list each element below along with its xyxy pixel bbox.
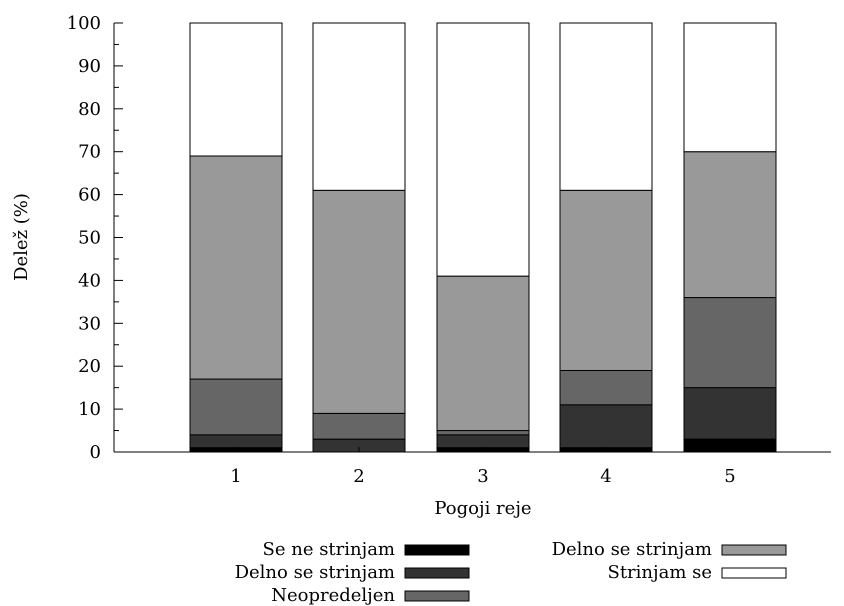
bar-segment-2-3 — [312, 412, 406, 440]
bar-segment-3-3 — [436, 430, 530, 436]
legend-swatch — [721, 544, 787, 556]
y-tick-label: 50 — [78, 228, 101, 249]
bar-segment-2-5 — [312, 22, 406, 191]
y-tick-label: 20 — [78, 356, 101, 377]
y-tick-label: 70 — [78, 142, 101, 163]
legend-swatch — [404, 544, 470, 556]
y-tick-label: 60 — [78, 185, 101, 206]
legend-swatch — [721, 567, 787, 579]
bar-segment-4-5 — [559, 22, 653, 191]
bar-segment-1-5 — [189, 22, 283, 157]
y-tick-label: 0 — [90, 442, 101, 463]
bar-segment-1-2 — [189, 434, 283, 449]
x-tick-label: 4 — [600, 466, 611, 487]
legend-label: Se ne strinjam — [263, 539, 395, 560]
y-tick-label: 100 — [67, 13, 101, 34]
bar-segment-5-3 — [683, 297, 777, 389]
bar-segment-4-4 — [559, 189, 653, 371]
x-tick-label: 1 — [230, 466, 241, 487]
y-tick-label: 10 — [78, 399, 101, 420]
bar-segment-3-5 — [436, 22, 530, 277]
legend-label: Strinjam se — [607, 562, 712, 583]
x-tick-label: 3 — [477, 466, 488, 487]
legend-label: Delno se strinjam — [235, 562, 395, 583]
legend-label: Neopredeljen — [271, 585, 395, 606]
y-tick-label: 80 — [78, 99, 101, 120]
bar-segment-2-4 — [312, 189, 406, 414]
legend-swatch — [404, 590, 470, 602]
x-axis-label: Pogoji reje — [434, 498, 531, 519]
y-tick-label: 90 — [78, 56, 101, 77]
bar-segment-1-3 — [189, 378, 283, 436]
plot-area: 0 10 20 30 40 50 60 70 80 90 100 1 2 3 4 5 — [67, 13, 831, 487]
bar-segment-4-3 — [559, 369, 653, 406]
bar-segment-5-5 — [683, 22, 777, 153]
bar-segment-4-2 — [559, 404, 653, 449]
bar-segment-5-2 — [683, 387, 777, 440]
bar-segment-3-4 — [436, 275, 530, 432]
bar-segment-5-4 — [683, 151, 777, 299]
y-axis-label: Delež (%) — [11, 193, 32, 281]
legend-label: Delno se strinjam — [552, 539, 712, 560]
bar-segment-1-4 — [189, 155, 283, 380]
x-tick-label: 2 — [353, 466, 364, 487]
x-tick-label: 5 — [724, 466, 735, 487]
legend-swatch — [404, 567, 470, 579]
bar-segment-3-2 — [436, 434, 530, 449]
y-tick-label: 30 — [78, 313, 101, 334]
y-tick-label: 40 — [78, 270, 101, 291]
